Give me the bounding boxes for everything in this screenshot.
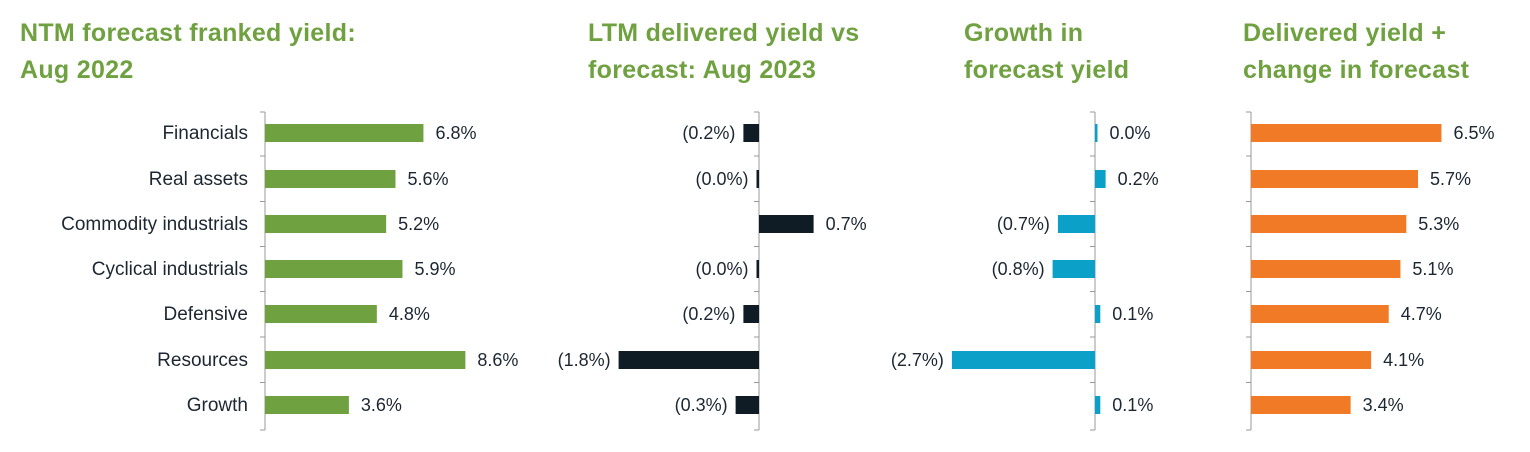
panel-1-bar-4 [265,305,377,323]
panel-1-bar-0 [265,124,424,142]
panel-2-value-label-1: (0.0%) [695,169,748,189]
panel-3-bar-1 [1095,170,1106,188]
panel-1-value-label-3: 5.9% [414,259,455,279]
category-label-0: Financials [162,123,248,144]
panel-3-bar-3 [1052,260,1095,278]
panel-3-value-label-0: 0.0% [1110,123,1151,143]
panel-2-bar-4 [743,305,759,323]
panel-4-bar-1 [1251,170,1419,188]
panel-4-value-label-0: 6.5% [1453,123,1494,143]
panel-3-value-label-6: 0.1% [1112,395,1153,415]
panel-2-value-label-0: (0.2%) [682,123,735,143]
panel-3-bar-2 [1057,215,1095,233]
panel-4-bar-3 [1251,260,1401,278]
panel-4-bar-2 [1251,215,1407,233]
panel-3-value-label-4: 0.1% [1112,304,1153,324]
panel-2-bar-2 [759,215,814,233]
panel-2-value-label-4: (0.2%) [682,304,735,324]
panel-2-value-label-3: (0.0%) [695,259,748,279]
panel-1-value-label-2: 5.2% [398,214,439,234]
panel-2-bar-0 [743,124,759,142]
panel-2-value-label-2: 0.7% [826,214,867,234]
panel-2-bar-3 [756,260,759,278]
panel-3-bar-6 [1095,396,1101,414]
panel-2-value-label-6: (0.3%) [675,395,728,415]
panel-3-bar-0 [1095,124,1098,142]
panel-3-bar-5 [951,351,1095,369]
panel-2-bar-1 [756,170,759,188]
panel-3-value-label-3: (0.8%) [992,259,1045,279]
panel-2-bar-6 [735,396,759,414]
panel-4-bar-4 [1251,305,1389,323]
panel-4-value-label-3: 5.1% [1412,259,1453,279]
panel-1-value-label-4: 4.8% [389,304,430,324]
panel-1-bar-2 [265,215,387,233]
panel-3-title: Growth in forecast yield [964,19,1130,84]
panel-1-value-label-1: 5.6% [407,169,448,189]
panel-2-value-label-5: (1.8%) [558,350,611,370]
category-label-5: Resources [157,350,248,371]
panel-1-bar-3 [265,260,403,278]
category-label-3: Cyclical industrials [92,259,248,280]
panel-3-value-label-2: (0.7%) [997,214,1050,234]
category-label-4: Defensive [164,304,249,325]
panel-3-bar-4 [1095,305,1101,323]
panel-2-bar-5 [618,351,759,369]
panel-4-bar-0 [1251,124,1442,142]
panel-1-title: NTM forecast franked yield: Aug 2022 [20,19,356,84]
panel-1-value-label-6: 3.6% [361,395,402,415]
panel-1-value-label-5: 8.6% [477,350,518,370]
category-label-2: Commodity industrials [61,214,248,235]
panel-3-value-label-1: 0.2% [1118,169,1159,189]
category-label-6: Growth [187,395,248,416]
panel-4-value-label-4: 4.7% [1401,304,1442,324]
panel-4-title: Delivered yield + change in forecast [1243,19,1470,84]
panel-4-bar-6 [1251,396,1351,414]
panel-4-value-label-2: 5.3% [1418,214,1459,234]
panel-4-value-label-5: 4.1% [1383,350,1424,370]
panel-1-bar-1 [265,170,396,188]
panel-1-bar-6 [265,396,349,414]
panel-1-bar-5 [265,351,466,369]
category-label-1: Real assets [149,169,248,190]
panel-4-value-label-6: 3.4% [1363,395,1404,415]
panel-4-bar-5 [1251,351,1372,369]
panel-2-title: LTM delivered yield vs forecast: Aug 202… [588,19,860,84]
panel-3-value-label-5: (2.7%) [891,350,944,370]
panel-4-value-label-1: 5.7% [1430,169,1471,189]
panel-1-value-label-0: 6.8% [435,123,476,143]
